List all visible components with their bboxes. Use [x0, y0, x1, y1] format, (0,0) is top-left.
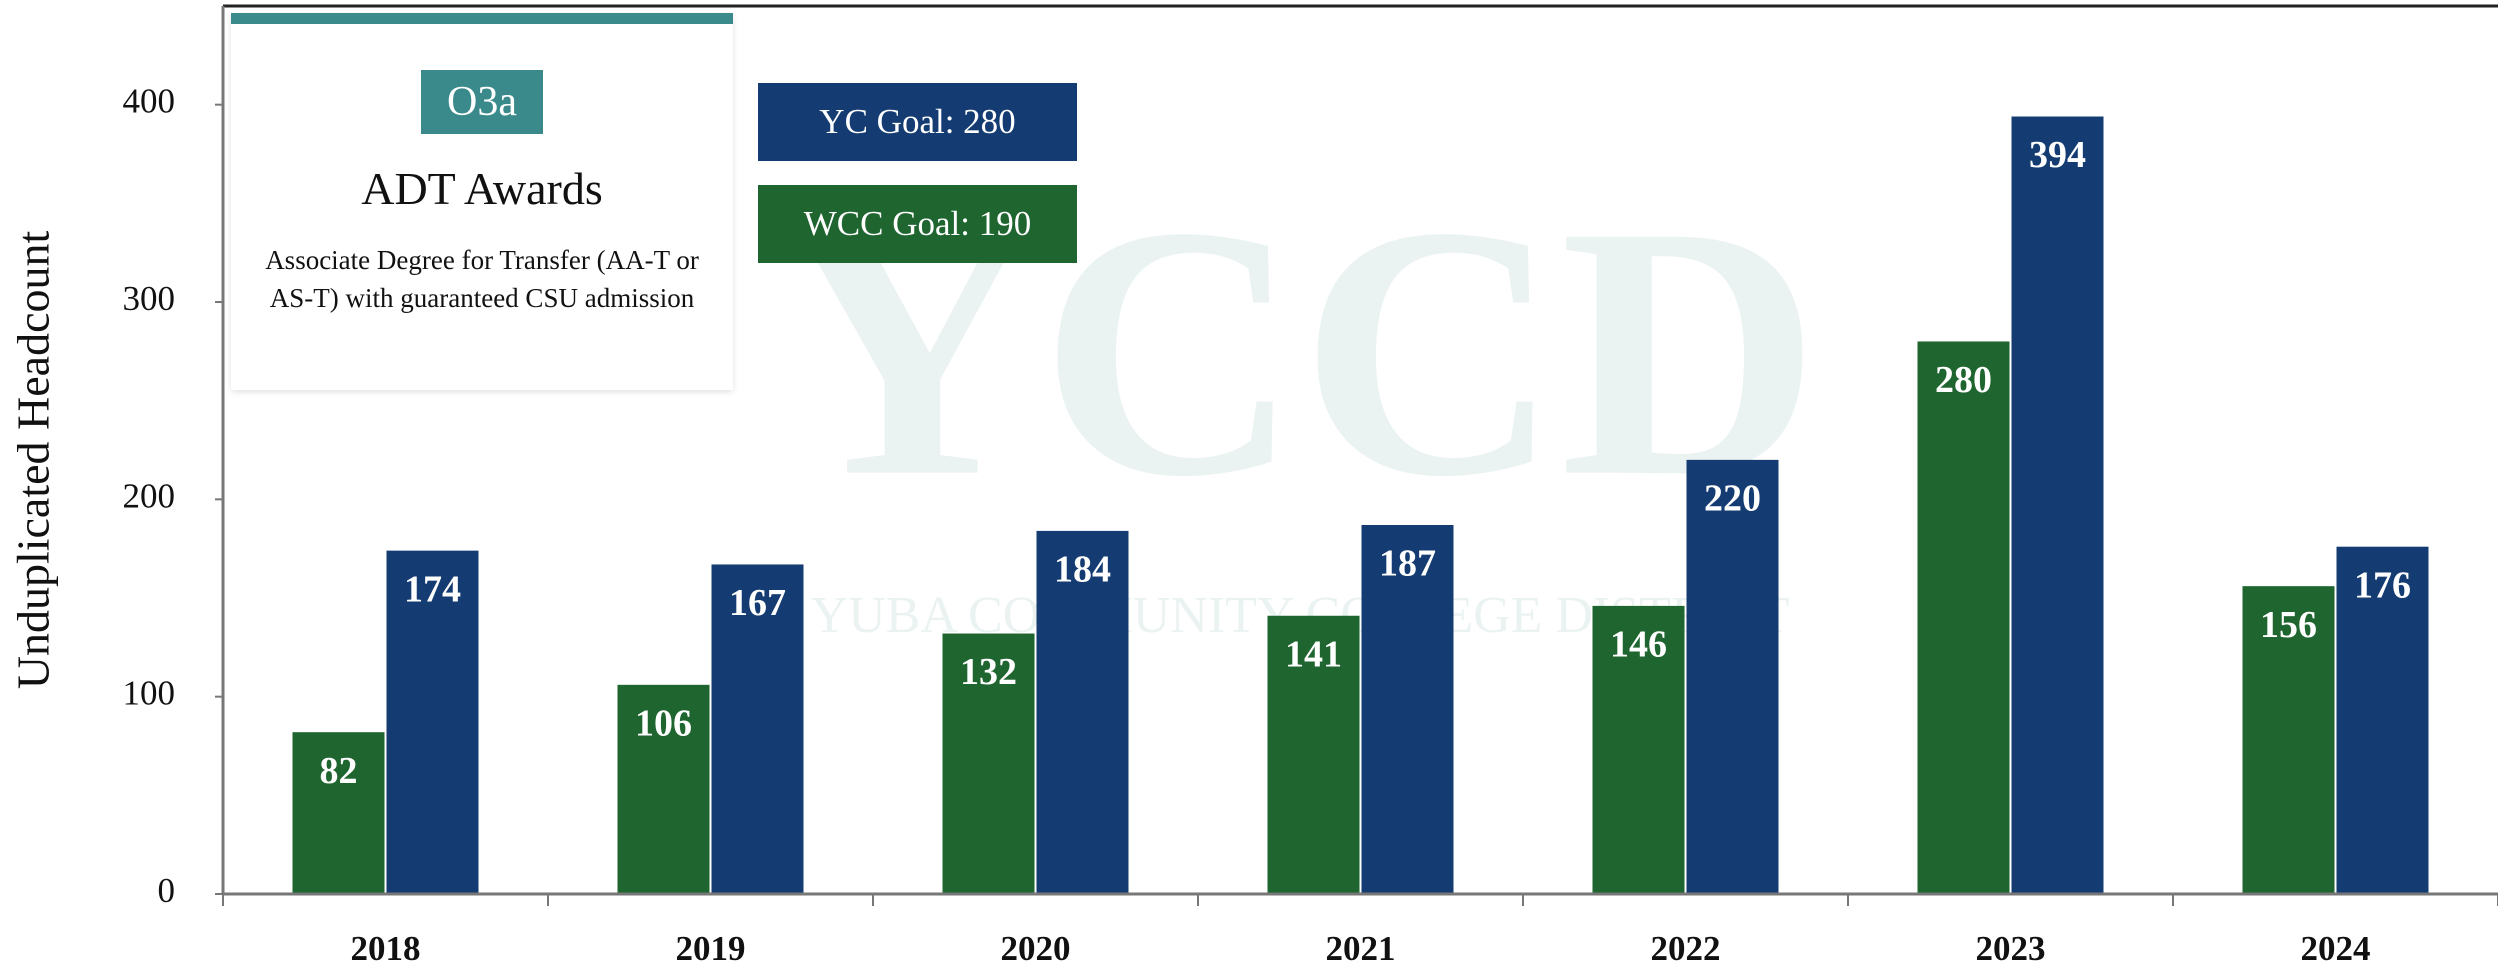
- bar-value-label: 167: [729, 582, 786, 624]
- bar-value-label: 82: [320, 750, 358, 792]
- x-tick-label: 2018: [351, 929, 421, 968]
- bar: [617, 684, 710, 894]
- bar-value-label: 156: [2260, 604, 2317, 646]
- y-tick-label: 0: [158, 871, 176, 910]
- bar: [711, 564, 804, 894]
- x-tick-label: 2022: [1651, 929, 1721, 968]
- bar: [2011, 116, 2104, 895]
- x-tick-label: 2024: [2301, 929, 2371, 968]
- x-tick-label: 2021: [1326, 929, 1396, 968]
- y-axis-label: Unduplicated Headcount: [8, 230, 59, 689]
- x-tick-label: 2019: [676, 929, 746, 968]
- y-tick-label: 300: [123, 279, 176, 318]
- bar-value-label: 176: [2354, 564, 2411, 606]
- bar-value-label: 146: [1610, 624, 1667, 666]
- y-tick-label: 400: [123, 82, 176, 121]
- badge: O3a: [421, 70, 543, 134]
- bar: [2242, 586, 2335, 894]
- bar-value-label: 187: [1379, 543, 1436, 585]
- bar: [386, 550, 479, 894]
- panel-description: Associate Degree for Transfer (AA-T or A…: [265, 245, 699, 313]
- bar: [1592, 605, 1685, 894]
- bar-value-label: 141: [1285, 633, 1342, 675]
- y-tick-label: 200: [123, 476, 176, 515]
- bar: [942, 633, 1035, 894]
- bar: [2336, 546, 2429, 894]
- bar-value-label: 184: [1054, 549, 1111, 591]
- bar: [1036, 530, 1129, 894]
- bar: [292, 732, 385, 894]
- bar-value-label: 280: [1935, 359, 1992, 401]
- bar: [1917, 341, 2010, 894]
- y-tick-label: 100: [123, 674, 176, 713]
- goal-box: WCC Goal: 190: [758, 185, 1077, 263]
- bar-value-label: 132: [960, 651, 1017, 693]
- bar-value-label: 174: [404, 568, 461, 610]
- x-tick-label: 2023: [1976, 929, 2046, 968]
- bar: [1686, 459, 1779, 894]
- goal-box: YC Goal: 280: [758, 83, 1077, 161]
- bar: [1267, 615, 1360, 894]
- bar-value-label: 106: [635, 703, 692, 745]
- info-panel: O3a ADT Awards Associate Degree for Tran…: [231, 13, 733, 390]
- panel-title: ADT Awards: [361, 163, 603, 214]
- bar: [1361, 524, 1454, 894]
- bar-value-label: 394: [2029, 134, 2086, 176]
- x-tick-label: 2020: [1001, 929, 1071, 968]
- bar-value-label: 220: [1704, 478, 1761, 520]
